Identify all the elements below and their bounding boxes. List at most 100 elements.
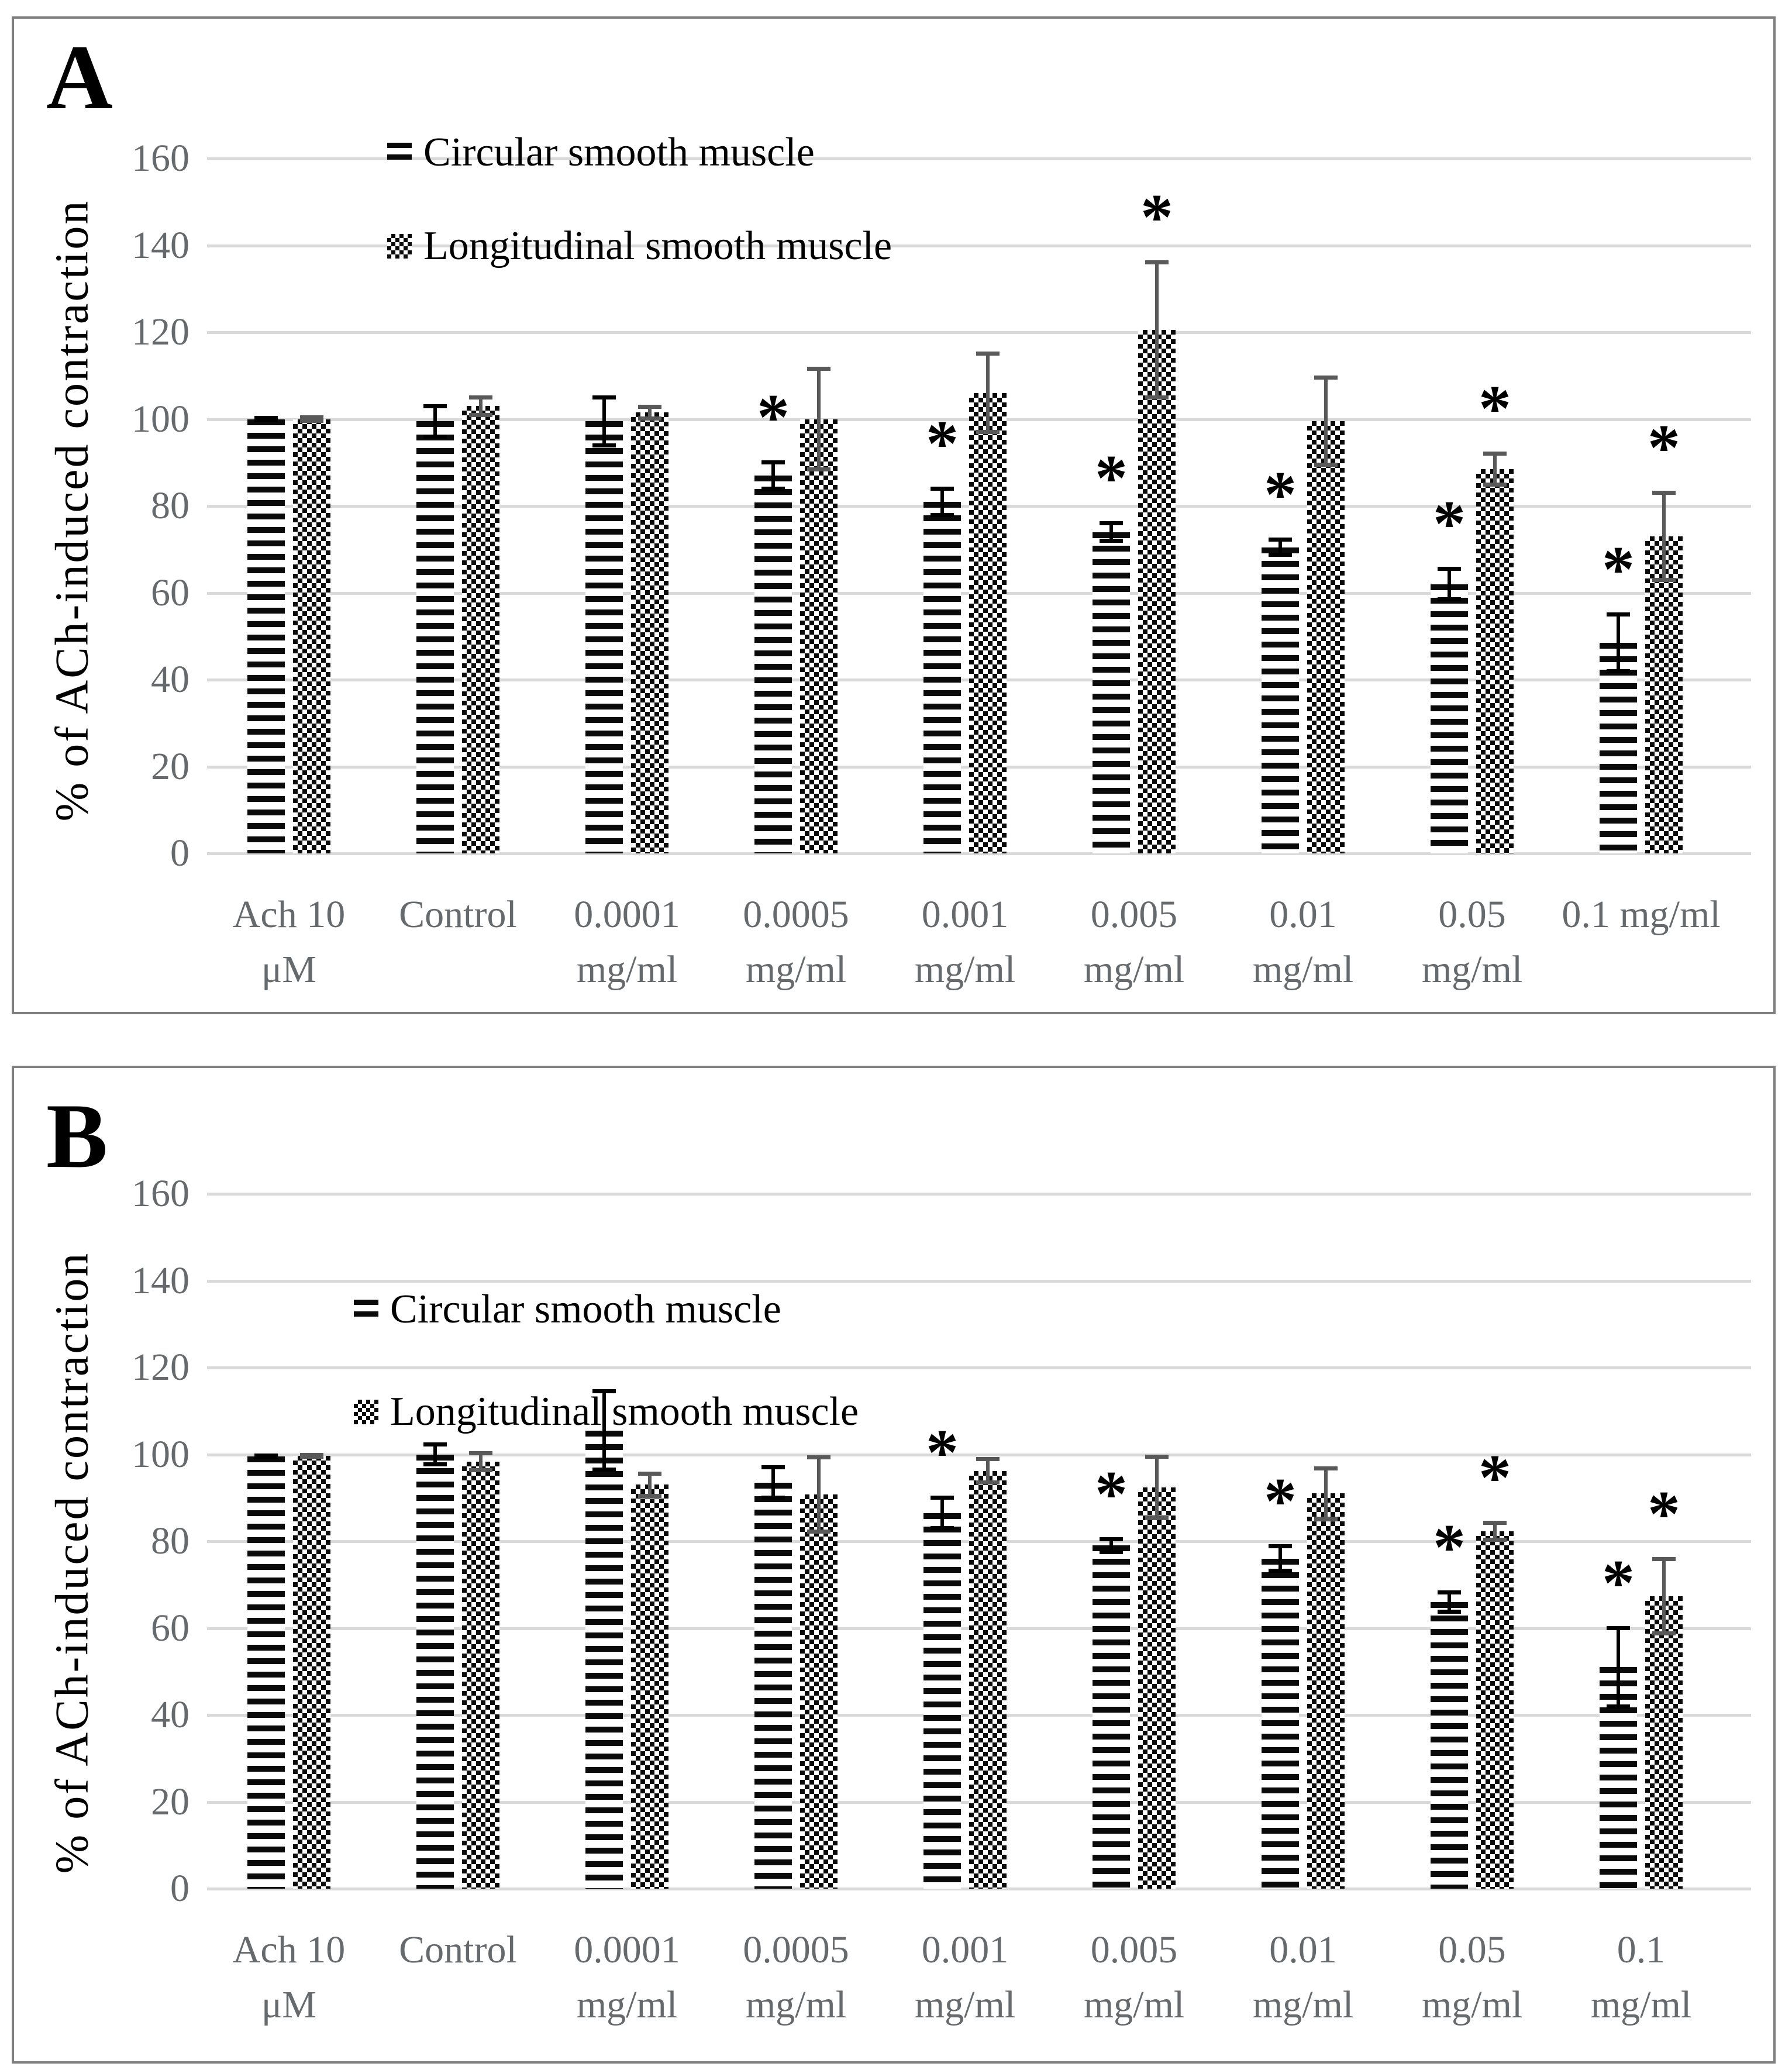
- error-bar-cap: [976, 1480, 1000, 1485]
- bar-circular: [416, 421, 454, 853]
- significance-asterisk: *: [757, 381, 790, 454]
- bar-longitudinal: [293, 1455, 330, 1889]
- error-bar: [986, 352, 990, 435]
- error-bar: [1493, 452, 1497, 487]
- y-tick-label: 140: [132, 1259, 189, 1302]
- panel-a-letter: A: [46, 26, 113, 129]
- error-bar-cap: [1652, 491, 1676, 495]
- error-bar-cap: [1483, 1537, 1507, 1542]
- error-bar-cap: [300, 1454, 323, 1459]
- error-bar-cap: [1314, 376, 1338, 380]
- longitudinal-pattern-swatch-icon: [387, 234, 412, 259]
- error-bar-cap: [1145, 260, 1169, 265]
- error-bar-cap: [638, 1472, 661, 1476]
- error-bar-cap: [592, 395, 616, 399]
- error-bar-cap: [469, 1451, 492, 1456]
- error-bar: [1324, 1466, 1328, 1521]
- gridline: [207, 1888, 1751, 1890]
- bar-longitudinal: [800, 1494, 838, 1889]
- bar-longitudinal: [969, 1470, 1007, 1889]
- legend-item-circular: Circular smooth muscle: [354, 1286, 781, 1333]
- bar-circular: [1600, 642, 1637, 853]
- bar-circular: [585, 421, 623, 853]
- x-tick-label: 0.0001 mg/ml: [574, 1928, 680, 2026]
- error-bar-cap: [1607, 612, 1630, 616]
- bar-longitudinal: [1307, 421, 1345, 853]
- legend-label-longitudinal: Longitudinal smooth muscle: [390, 1389, 859, 1434]
- error-bar: [1155, 1455, 1159, 1520]
- error-bar-cap: [1269, 552, 1292, 557]
- bar-longitudinal: [800, 419, 838, 853]
- error-bar-cap: [1145, 1455, 1169, 1459]
- error-bar-cap: [1483, 1521, 1507, 1525]
- bar-circular: [754, 1482, 792, 1889]
- x-tick-label: Ach 10 μM: [232, 1928, 346, 2026]
- x-tick-label: 0.01 mg/ml: [1252, 1928, 1354, 2026]
- bar-circular: [585, 1430, 623, 1889]
- x-tick-label: 0.0001 mg/ml: [574, 893, 680, 991]
- error-bar: [771, 460, 775, 491]
- error-bar: [1109, 1537, 1113, 1555]
- y-tick-label: 20: [151, 745, 189, 788]
- significance-asterisk: *: [1095, 442, 1128, 515]
- error-bar-cap: [1100, 1537, 1123, 1541]
- panel-a: A % of ACh-induced contraction 0 20 40 60 80…: [12, 16, 1776, 1014]
- error-bar-cap: [1438, 597, 1461, 602]
- error-bar-cap: [1438, 1609, 1461, 1614]
- significance-asterisk: *: [1095, 1458, 1128, 1531]
- legend-item-circular: Circular smooth muscle: [387, 129, 815, 176]
- error-bar-cap: [592, 1468, 616, 1472]
- error-bar-cap: [976, 352, 1000, 356]
- error-bar-cap: [761, 460, 785, 465]
- error-bar: [1493, 1521, 1497, 1542]
- gridline: [207, 1193, 1751, 1196]
- error-bar: [433, 1442, 437, 1467]
- bar-longitudinal: [1138, 1487, 1176, 1889]
- significance-asterisk: *: [1602, 1547, 1635, 1620]
- bar-longitudinal: [1476, 469, 1514, 853]
- error-bar: [479, 395, 483, 417]
- error-bar: [771, 1465, 775, 1500]
- error-bar-cap: [1438, 566, 1461, 571]
- error-bar: [940, 486, 944, 517]
- error-bar: [817, 1455, 821, 1534]
- circular-pattern-swatch-icon: [354, 1297, 378, 1322]
- error-bar-cap: [1100, 1550, 1123, 1555]
- error-bar-cap: [931, 1526, 954, 1531]
- error-bar: [1448, 1590, 1451, 1614]
- error-bar-cap: [976, 430, 1000, 435]
- bar-circular: [247, 419, 285, 853]
- x-tick-label: 0.005 mg/ml: [1083, 893, 1185, 991]
- bar-circular: [754, 476, 792, 853]
- error-bar-cap: [423, 434, 447, 439]
- legend-label-circular: Circular smooth muscle: [423, 130, 815, 175]
- bar-circular: [1431, 584, 1468, 853]
- bar-longitudinal: [1645, 536, 1683, 853]
- significance-asterisk: *: [1648, 412, 1680, 484]
- error-bar-cap: [254, 415, 278, 420]
- error-bar-cap: [638, 1493, 661, 1498]
- y-tick-label: 100: [132, 397, 189, 440]
- y-tick-label: 160: [132, 137, 189, 180]
- error-bar-cap: [1652, 1557, 1676, 1562]
- y-tick-label: 0: [170, 1867, 189, 1910]
- y-tick-label: 80: [151, 1520, 189, 1562]
- x-tick-label: 0.0005 mg/ml: [743, 893, 849, 991]
- bar-longitudinal: [969, 392, 1007, 853]
- error-bar-cap: [931, 512, 954, 517]
- error-bar-cap: [931, 1496, 954, 1500]
- gridline: [207, 1366, 1751, 1369]
- legend-label-longitudinal: Longitudinal smooth muscle: [423, 223, 892, 268]
- bar-longitudinal: [1307, 1493, 1345, 1889]
- error-bar: [602, 1389, 606, 1472]
- error-bar-cap: [1483, 482, 1507, 487]
- panel-b-letter: B: [46, 1085, 108, 1187]
- bar-longitudinal: [462, 406, 499, 853]
- significance-asterisk: *: [1479, 1442, 1511, 1515]
- significance-asterisk: *: [1602, 533, 1635, 606]
- error-bar-cap: [1100, 521, 1123, 525]
- error-bar-cap: [638, 416, 661, 421]
- error-bar: [648, 1472, 652, 1498]
- error-bar: [1278, 1544, 1282, 1573]
- x-tick-label: 0.1 mg/ml: [1562, 893, 1721, 936]
